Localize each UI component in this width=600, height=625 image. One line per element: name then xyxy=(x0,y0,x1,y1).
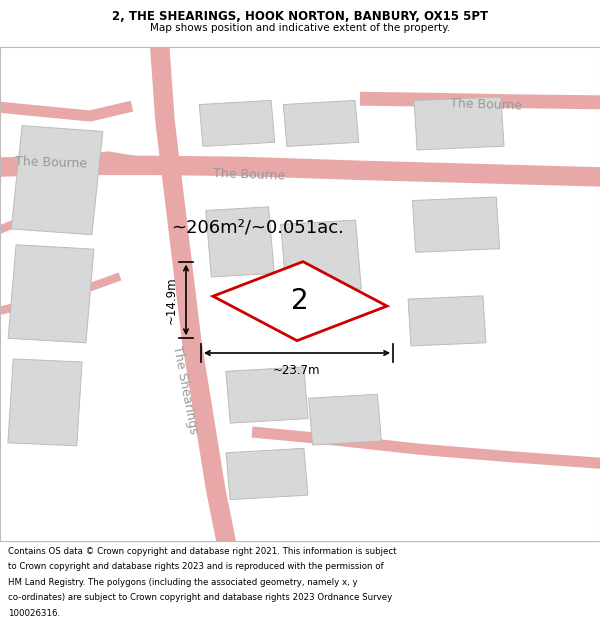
Polygon shape xyxy=(281,220,361,293)
Text: ~23.7m: ~23.7m xyxy=(273,364,321,377)
Text: The Bourne: The Bourne xyxy=(213,166,285,182)
Text: Map shows position and indicative extent of the property.: Map shows position and indicative extent… xyxy=(150,22,450,32)
Text: 100026316.: 100026316. xyxy=(8,609,60,618)
Polygon shape xyxy=(283,101,359,146)
Text: The Bourne: The Bourne xyxy=(450,98,522,113)
Text: Contains OS data © Crown copyright and database right 2021. This information is : Contains OS data © Crown copyright and d… xyxy=(8,546,397,556)
Polygon shape xyxy=(226,367,308,423)
Polygon shape xyxy=(206,207,274,277)
Text: ~206m²/~0.051ac.: ~206m²/~0.051ac. xyxy=(172,218,344,236)
Polygon shape xyxy=(414,97,504,150)
Polygon shape xyxy=(408,296,486,346)
Text: 2, THE SHEARINGS, HOOK NORTON, BANBURY, OX15 5PT: 2, THE SHEARINGS, HOOK NORTON, BANBURY, … xyxy=(112,10,488,23)
Polygon shape xyxy=(199,101,275,146)
Polygon shape xyxy=(11,126,103,235)
Text: co-ordinates) are subject to Crown copyright and database rights 2023 Ordnance S: co-ordinates) are subject to Crown copyr… xyxy=(8,593,392,602)
Text: The Bourne: The Bourne xyxy=(15,155,87,171)
Polygon shape xyxy=(226,448,308,499)
Text: 2: 2 xyxy=(291,287,309,315)
Polygon shape xyxy=(213,262,387,341)
Polygon shape xyxy=(8,245,94,342)
Text: ~14.9m: ~14.9m xyxy=(164,276,178,324)
Polygon shape xyxy=(8,359,82,446)
Text: to Crown copyright and database rights 2023 and is reproduced with the permissio: to Crown copyright and database rights 2… xyxy=(8,562,383,571)
Text: The Shearings: The Shearings xyxy=(170,345,200,436)
Text: HM Land Registry. The polygons (including the associated geometry, namely x, y: HM Land Registry. The polygons (includin… xyxy=(8,578,358,587)
Polygon shape xyxy=(412,197,500,252)
Polygon shape xyxy=(308,394,382,445)
